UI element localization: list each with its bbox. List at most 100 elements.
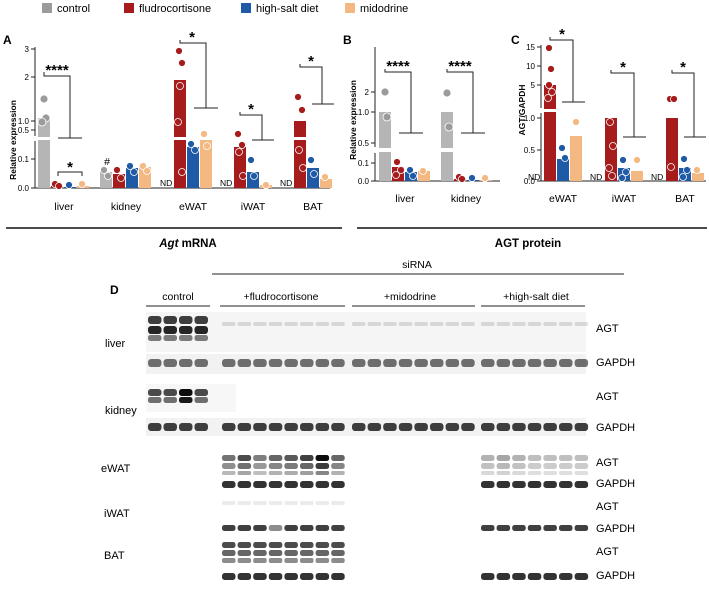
data-point	[393, 158, 401, 166]
blot-band	[512, 525, 526, 531]
blot-band	[315, 423, 330, 431]
bar-bat-fludro	[666, 118, 678, 181]
blot-band	[383, 359, 397, 367]
blot-band	[481, 573, 495, 580]
tick-label: 1.0	[18, 117, 30, 126]
blot-band	[222, 359, 236, 367]
band-label: GAPDH	[596, 570, 635, 582]
blot-band	[367, 359, 382, 367]
data-point	[618, 174, 626, 182]
blot-band	[148, 389, 162, 396]
blot-band	[527, 481, 542, 488]
band-label: GAPDH	[596, 357, 635, 369]
blot-group-label: +fludrocortisone	[243, 291, 318, 303]
blot-band	[194, 423, 208, 431]
blot-band	[461, 359, 475, 367]
blot-band	[527, 573, 542, 580]
data-point	[679, 173, 687, 181]
blot-band	[284, 558, 298, 563]
tick-label: 1.0	[524, 114, 536, 123]
blot-band	[430, 359, 444, 367]
blot-band	[300, 481, 314, 488]
tick-label: 0.5	[358, 139, 370, 148]
bar-bat-midodrine	[692, 173, 704, 181]
bracket	[57, 171, 83, 176]
panel-label: C	[511, 33, 520, 47]
blot-band	[237, 359, 252, 367]
bar-ewat-midodrine	[570, 136, 582, 181]
bar-ewat-highsalt	[187, 147, 199, 188]
blot-band	[253, 481, 267, 488]
blot-band	[543, 455, 557, 461]
blot-band	[543, 359, 557, 367]
blot-band	[574, 423, 589, 431]
tick-label: 10	[526, 62, 535, 71]
blot-band	[222, 455, 236, 461]
blot-band	[284, 542, 298, 548]
blot-band	[559, 573, 573, 580]
axis-break	[540, 109, 706, 112]
blot-group-label: control	[162, 291, 194, 303]
blot-band	[315, 550, 330, 556]
tick-label: 15	[526, 43, 535, 52]
legend-label: control	[57, 3, 90, 15]
blot-band	[527, 423, 542, 431]
panel-c: C AGT/GAPDH 0.0 0.5 1.0 5 10 15	[511, 26, 706, 205]
blot-band	[300, 525, 314, 531]
blot-band	[179, 316, 193, 324]
data-point	[55, 182, 63, 190]
category-label: iWAT	[612, 193, 637, 205]
tick-label: 0.1	[358, 159, 370, 168]
data-point	[239, 172, 247, 180]
blot-band	[496, 423, 511, 431]
data-point	[100, 166, 108, 174]
panel-label: D	[110, 283, 119, 297]
significance-star: ****	[386, 58, 410, 75]
data-point	[39, 94, 49, 104]
category-label: liver	[395, 193, 415, 205]
data-point	[667, 163, 675, 171]
blot-band	[559, 481, 573, 488]
blot-band	[315, 573, 330, 580]
blot-band	[237, 573, 252, 580]
blot-band	[163, 397, 177, 403]
blot-band	[512, 573, 526, 580]
data-point	[633, 156, 641, 164]
blot-membrane	[146, 418, 586, 436]
blot-band	[179, 326, 193, 334]
blot-band	[284, 501, 298, 505]
blot-band	[527, 471, 542, 475]
data-point	[235, 148, 243, 156]
blot-band	[237, 558, 252, 563]
blot-band	[461, 322, 475, 326]
blot-band	[179, 397, 193, 403]
bar-liver-control	[38, 118, 50, 188]
blot-band	[163, 316, 177, 324]
blot-band	[222, 573, 236, 580]
blot-band	[300, 322, 314, 326]
data-point	[117, 174, 125, 182]
nd-label: ND	[280, 178, 292, 188]
blot-band	[284, 550, 298, 556]
blot-band	[512, 423, 526, 431]
blot-band	[194, 316, 208, 324]
data-point	[298, 106, 306, 114]
tissue-label: eWAT	[101, 463, 131, 475]
blot-band	[331, 542, 345, 548]
data-point	[126, 162, 134, 170]
data-point	[299, 164, 307, 172]
blot-band	[300, 558, 314, 563]
data-point	[143, 167, 151, 175]
data-point	[545, 44, 553, 52]
blot-band	[253, 542, 267, 548]
data-point	[174, 118, 182, 126]
data-point	[561, 154, 569, 162]
data-point	[622, 168, 630, 176]
data-point	[130, 168, 138, 176]
blot-band	[527, 359, 542, 367]
blot-band	[284, 463, 298, 469]
bracket	[446, 69, 474, 133]
blot-band	[315, 501, 330, 505]
category-label: eWAT	[179, 201, 208, 213]
panel-b: B Relative expression 0.0 0.1 0.5 1.0 2	[343, 33, 500, 205]
